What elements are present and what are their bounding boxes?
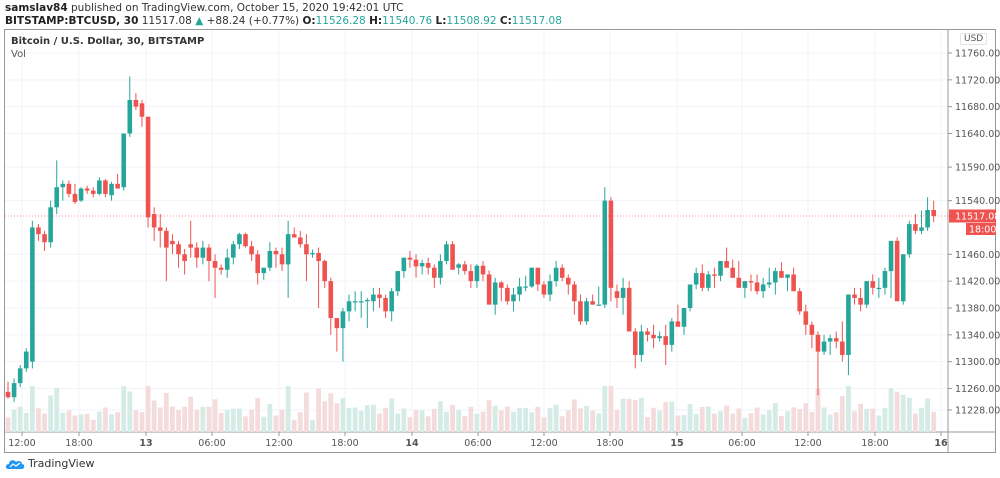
price-tick-label: 11300.00 (955, 357, 1000, 368)
time-tick-label: 18:00 (65, 438, 92, 449)
published-text: published on TradingView.com, October 15… (67, 2, 404, 14)
high-value: 11540.76 (382, 15, 433, 27)
price-tick-label: 11340.00 (955, 330, 1000, 341)
countdown-badge (966, 222, 996, 235)
price-tick-label: 11380.00 (955, 303, 1000, 314)
price-tick-label: 11460.00 (955, 250, 1000, 261)
price-tick-label: 11590.00 (955, 163, 1000, 174)
svg-text:18:00: 18:00 (969, 224, 996, 235)
volume-legend: Vol (11, 49, 26, 60)
up-arrow-icon: ▲ (195, 15, 204, 27)
price-tick-label: 11260.00 (955, 384, 1000, 395)
svg-text:11517.08: 11517.08 (955, 211, 1000, 222)
time-tick-label: 06:00 (728, 438, 755, 449)
tradingview-cloud-icon (5, 459, 25, 469)
price-tick-label: 11420.00 (955, 277, 1000, 288)
high-label: H: (369, 15, 383, 27)
publish-info: samslav84 published on TradingView.com, … (5, 2, 404, 14)
last-price: 11517.08 (141, 15, 192, 27)
open-label: O: (302, 15, 316, 27)
price-tick-label: 11680.00 (955, 102, 1000, 113)
time-tick-label: 06:00 (198, 438, 225, 449)
price-tick-label: 11720.00 (955, 75, 1000, 86)
price-tick-label: 11540.00 (955, 196, 1000, 207)
chart-legend-title: Bitcoin / U.S. Dollar, 30, BITSTAMP (11, 36, 205, 47)
symbol-ohlc-line: BITSTAMP:BTCUSD, 30 11517.08 ▲ +88.24 (+… (5, 15, 562, 27)
time-tick-label: 06:00 (464, 438, 491, 449)
time-tick-label: 12:00 (530, 438, 557, 449)
author-name[interactable]: samslav84 (5, 2, 68, 14)
price-tick-label: 11228.00 (955, 405, 1000, 416)
time-tick-label: 18:00 (861, 438, 888, 449)
time-tick-label: 18:00 (596, 438, 623, 449)
brand-name: TradingView (28, 457, 95, 470)
symbol-label: BITSTAMP:BTCUSD, 30 (5, 15, 139, 27)
time-tick-label: 14 (405, 438, 419, 449)
price-tick-label: 11760.00 (955, 49, 1000, 60)
price-tick-label: 11640.00 (955, 129, 1000, 140)
time-tick-label: 12:00 (794, 438, 821, 449)
open-value: 11526.28 (315, 15, 366, 27)
tradingview-branding[interactable]: TradingView (5, 457, 94, 470)
close-label: C: (499, 15, 512, 27)
time-tick-label: 15 (670, 438, 683, 449)
time-tick-label: 12:00 (8, 438, 35, 449)
last-price-badge (949, 209, 996, 223)
low-label: L: (435, 15, 447, 27)
low-value: 11508.92 (446, 15, 497, 27)
price-change: +88.24 (+0.77%) (206, 15, 300, 27)
time-tick-label: 13 (139, 438, 152, 449)
time-tick-label: 16 (934, 438, 948, 449)
time-tick-label: 18:00 (331, 438, 358, 449)
close-value: 11517.08 (511, 15, 562, 27)
volume-bars (5, 386, 937, 432)
time-tick-label: 12:00 (265, 438, 292, 449)
candles (5, 76, 936, 402)
currency-label[interactable]: USD (960, 33, 988, 45)
chart-frame (4, 29, 996, 453)
